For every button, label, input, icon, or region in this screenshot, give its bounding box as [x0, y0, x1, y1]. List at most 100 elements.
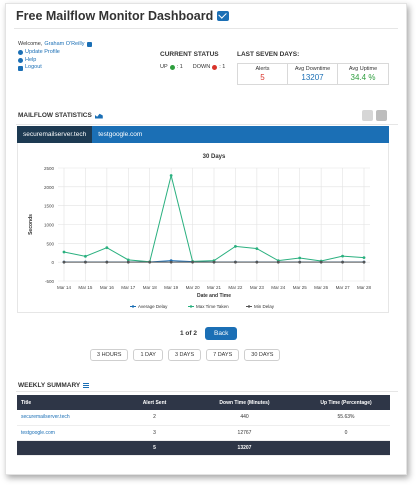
data-point: [341, 254, 344, 258]
back-button[interactable]: Back: [204, 327, 238, 340]
data-point: [255, 247, 259, 251]
x-tick-label: Mar 14: [57, 285, 72, 290]
kpi-avg-uptime: Avg Uptime 34.4 %: [348, 66, 378, 82]
help-link[interactable]: Help: [25, 56, 37, 63]
divider: [16, 391, 398, 392]
x-tick-label: Mar 21: [207, 285, 222, 290]
user-icon: [18, 50, 23, 56]
y-tick-label: 0: [51, 260, 54, 265]
user-name-link[interactable]: Graham O'Reilly: [44, 41, 85, 47]
data-point: [191, 260, 194, 264]
page-indicator: 1 of 2: [180, 330, 197, 337]
table-row: testgoogle.com 3 12767 0: [17, 425, 390, 441]
logout-icon: [18, 65, 23, 71]
data-point: [62, 260, 66, 264]
mail-check-icon: [217, 11, 230, 21]
statistics-heading: MAILFLOW STATISTICS: [18, 112, 103, 119]
data-point: [234, 244, 237, 248]
col-up-time: Up Time (Percentage): [302, 395, 390, 410]
data-point: [362, 256, 366, 260]
data-point: [169, 260, 173, 264]
domain-tabs: securemailserver.tech testgoogle.com: [17, 126, 389, 143]
data-point: [105, 246, 109, 250]
x-tick-label: Mar 17: [121, 285, 136, 290]
kpi-avg-downtime: Avg Downtime 13207: [288, 64, 338, 84]
chart-container: 30 Days -500 0 500 1000 1500 2000 2500 Mar 14 Mar…: [17, 143, 389, 313]
range-1-day-button[interactable]: 1 DAY: [133, 349, 163, 361]
weekly-summary-heading: WEEKLY SUMMARY: [18, 382, 90, 389]
data-point: [255, 260, 259, 264]
tab-securemailserver[interactable]: securemailserver.tech: [17, 126, 93, 143]
range-3-hours-button[interactable]: 3 HOURS: [90, 349, 129, 361]
y-axis-label: Seconds: [28, 214, 34, 235]
legend-marker: [189, 305, 193, 308]
data-point: [105, 260, 109, 264]
x-tick-label: Mar 19: [164, 285, 179, 290]
x-tick-label: Mar 23: [250, 285, 265, 290]
x-tick-label: Mar 16: [100, 285, 115, 290]
range-7-days-button[interactable]: 7 DAYS: [206, 349, 240, 361]
legend-marker: [247, 305, 251, 308]
data-point: [298, 260, 302, 264]
x-axis-label: Date and Time: [197, 293, 231, 299]
table-row: securemailserver.tech 2 440 55.63%: [17, 410, 390, 426]
current-status: CURRENT STATUS UP : 1 DOWN : 1: [160, 51, 226, 70]
kpi-alerts: Alerts 5: [238, 64, 288, 84]
data-point: [84, 260, 87, 264]
data-point: [212, 260, 216, 264]
current-status-heading: CURRENT STATUS: [160, 51, 219, 58]
data-point: [298, 256, 302, 260]
tab-testgoogle[interactable]: testgoogle.com: [98, 131, 143, 138]
data-point: [276, 260, 280, 264]
y-tick-label: 500: [46, 241, 54, 246]
update-profile-link[interactable]: Update Profile: [25, 48, 60, 55]
x-tick-label: Mar 25: [293, 285, 308, 290]
page-title: Free Mailflow Monitor Dashboard: [16, 9, 230, 23]
range-buttons: 3 HOURS 1 DAY 3 DAYS 7 DAYS 30 DAYS: [90, 349, 281, 361]
data-point: [319, 260, 323, 264]
pager: 1 of 2 Back: [180, 327, 238, 340]
kpi-group: Alerts 5 Avg Downtime 13207 Avg Uptime 3…: [237, 63, 389, 85]
list-icon: [83, 383, 90, 388]
weekly-summary-table: Title Alert Sent Down Time (Minutes) Up …: [17, 395, 390, 456]
y-tick-label: 1000: [44, 223, 55, 228]
logout-link[interactable]: Logout: [25, 64, 42, 71]
x-tick-label: Mar 20: [186, 285, 201, 290]
chart-title: 30 Days: [203, 154, 226, 160]
x-tick-label: Mar 18: [143, 285, 158, 290]
data-point: [126, 258, 130, 262]
range-3-days-button[interactable]: 3 DAYS: [167, 349, 202, 361]
divider: [16, 124, 398, 125]
data-point: [126, 260, 130, 264]
next-page-button[interactable]: [376, 110, 387, 121]
verified-icon: [86, 42, 92, 48]
row-title-link[interactable]: securemailserver.tech: [21, 414, 70, 421]
legend-entry: Average Delay: [138, 304, 168, 309]
prev-page-button[interactable]: [362, 110, 373, 121]
col-title: Title: [17, 395, 122, 410]
area-chart-icon: [94, 113, 103, 119]
col-alert-sent: Alert Sent: [122, 395, 187, 410]
divider: [14, 28, 398, 29]
table-total-row: 5 13207: [17, 440, 390, 456]
x-tick-label: Mar 15: [78, 285, 93, 290]
data-point: [169, 174, 173, 177]
col-down-time: Down Time (Minutes): [187, 395, 302, 410]
last-seven-days: LAST SEVEN DAYS: Alerts 5 Avg Downtime 1…: [237, 51, 389, 85]
data-point: [234, 260, 237, 264]
chart-nav: [362, 110, 387, 121]
data-point: [362, 260, 366, 264]
legend-entry: Max Time Taken: [196, 304, 229, 309]
range-30-days-button[interactable]: 30 DAYS: [244, 349, 281, 361]
data-point: [341, 260, 344, 264]
y-tick-label: -500: [45, 279, 55, 284]
x-tick-label: Mar 27: [336, 285, 351, 290]
line-chart: 30 Days -500 0 500 1000 1500 2000 2500 Mar 14 Mar…: [28, 154, 372, 309]
x-tick-label: Mar 28: [357, 285, 372, 290]
user-panel: Welcome, Graham O'Reilly Update Profile …: [18, 41, 92, 72]
down-status-icon: [212, 64, 218, 70]
up-status-icon: [169, 64, 175, 70]
row-title-link[interactable]: testgoogle.com: [21, 429, 55, 436]
y-tick-label: 2500: [44, 166, 55, 171]
last-seven-days-heading: LAST SEVEN DAYS:: [237, 51, 300, 58]
